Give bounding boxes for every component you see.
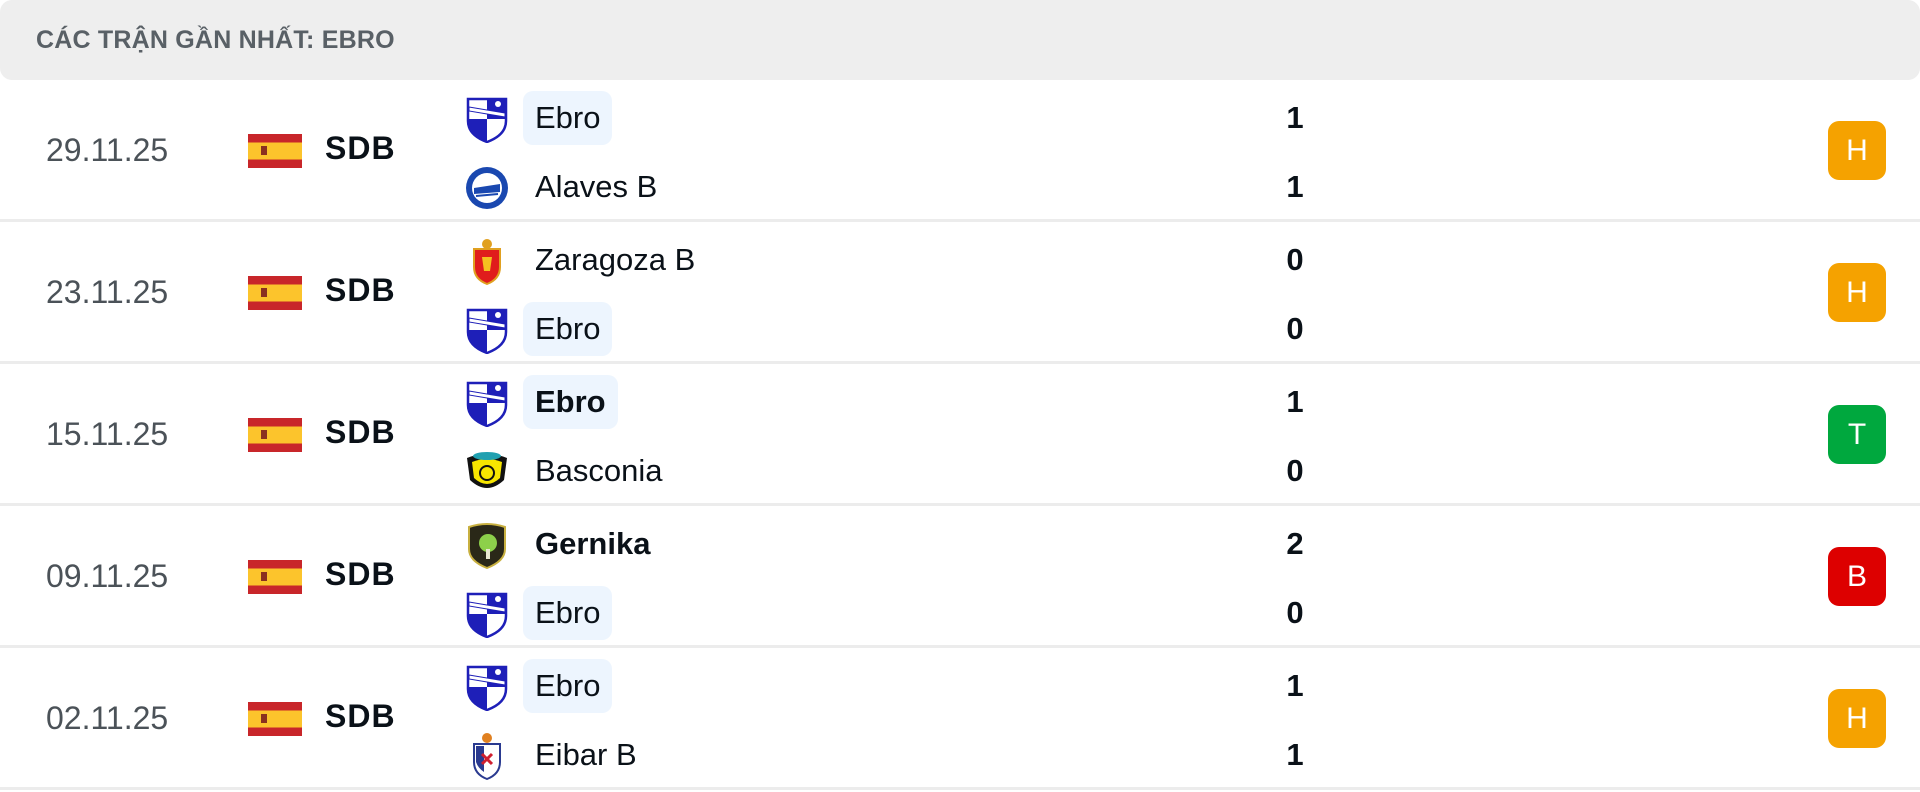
section-header: CÁC TRẬN GẦN NHẤT: EBRO: [0, 0, 1920, 80]
home-score: 1: [1286, 384, 1304, 419]
team-name: Basconia: [535, 453, 663, 488]
result-badge: H: [1828, 263, 1886, 322]
result-badge: T: [1828, 405, 1886, 464]
match-row[interactable]: 09.11.25 SDB Gernika 2 Ebro 0 B: [0, 506, 1920, 648]
home-team: Ebro 1: [460, 91, 1304, 145]
basconia-logo-icon: [464, 448, 510, 496]
match-date: 29.11.25: [46, 132, 169, 168]
match-row[interactable]: 23.11.25 SDB Zaragoza B 0 Ebro 0 H: [0, 222, 1920, 364]
ebro-logo-icon: [464, 306, 510, 355]
match-date: 23.11.25: [46, 274, 169, 310]
ebro-logo-icon: [464, 379, 510, 428]
home-score: 1: [1286, 668, 1304, 703]
home-team: Ebro 1: [460, 375, 1304, 429]
league-code: SDB: [325, 698, 396, 734]
match-row[interactable]: 02.11.25 SDB Ebro 1 Eibar B 1 H: [0, 648, 1920, 790]
spain-flag-icon: [248, 702, 302, 736]
home-team: Gernika 2: [460, 517, 1304, 571]
result-badge: H: [1828, 689, 1886, 748]
team-name: Ebro: [523, 91, 613, 145]
result-badge: H: [1828, 121, 1886, 180]
ebro-logo-icon: [464, 95, 510, 144]
away-team: Ebro 0: [460, 302, 1304, 356]
section-title: CÁC TRẬN GẦN NHẤT: EBRO: [36, 26, 395, 54]
zaragoza-logo-icon: [464, 237, 510, 286]
league-code: SDB: [325, 556, 396, 592]
away-team: Ebro 0: [460, 586, 1304, 640]
league-code: SDB: [325, 272, 396, 308]
team-name: Ebro: [523, 375, 618, 429]
home-score: 2: [1286, 526, 1304, 561]
home-team: Zaragoza B 0: [460, 233, 1304, 287]
team-name: Gernika: [535, 526, 651, 561]
league-code: SDB: [325, 414, 396, 450]
away-score: 1: [1286, 737, 1304, 772]
match-row[interactable]: 29.11.25 SDB Ebro 1 Alaves B 1 H: [0, 80, 1920, 222]
match-date: 15.11.25: [46, 416, 169, 452]
match-date: 09.11.25: [46, 558, 169, 594]
team-name: Eibar B: [535, 737, 637, 772]
spain-flag-icon: [248, 276, 302, 310]
team-name: Ebro: [523, 659, 613, 713]
away-score: 0: [1286, 453, 1304, 488]
home-score: 0: [1286, 242, 1304, 277]
away-team: Eibar B 1: [460, 728, 1304, 782]
away-score: 0: [1286, 595, 1304, 630]
spain-flag-icon: [248, 418, 302, 452]
away-score: 1: [1286, 169, 1304, 204]
gernika-logo-icon: [464, 521, 510, 570]
alaves-logo-icon: [464, 164, 510, 212]
home-score: 1: [1286, 100, 1304, 135]
away-team: Basconia 0: [460, 444, 1304, 498]
home-team: Ebro 1: [460, 659, 1304, 713]
spain-flag-icon: [248, 560, 302, 594]
team-name: Zaragoza B: [535, 242, 696, 277]
spain-flag-icon: [248, 134, 302, 168]
away-score: 0: [1286, 311, 1304, 346]
team-name: Ebro: [523, 586, 613, 640]
match-date: 02.11.25: [46, 700, 169, 736]
ebro-logo-icon: [464, 590, 510, 639]
match-row[interactable]: 15.11.25 SDB Ebro 1 Basconia 0 T: [0, 364, 1920, 506]
result-badge: B: [1828, 547, 1886, 606]
league-code: SDB: [325, 130, 396, 166]
team-name: Ebro: [523, 302, 613, 356]
eibar-logo-icon: [464, 732, 510, 781]
ebro-logo-icon: [464, 663, 510, 712]
team-name: Alaves B: [535, 169, 658, 204]
away-team: Alaves B 1: [460, 160, 1304, 214]
